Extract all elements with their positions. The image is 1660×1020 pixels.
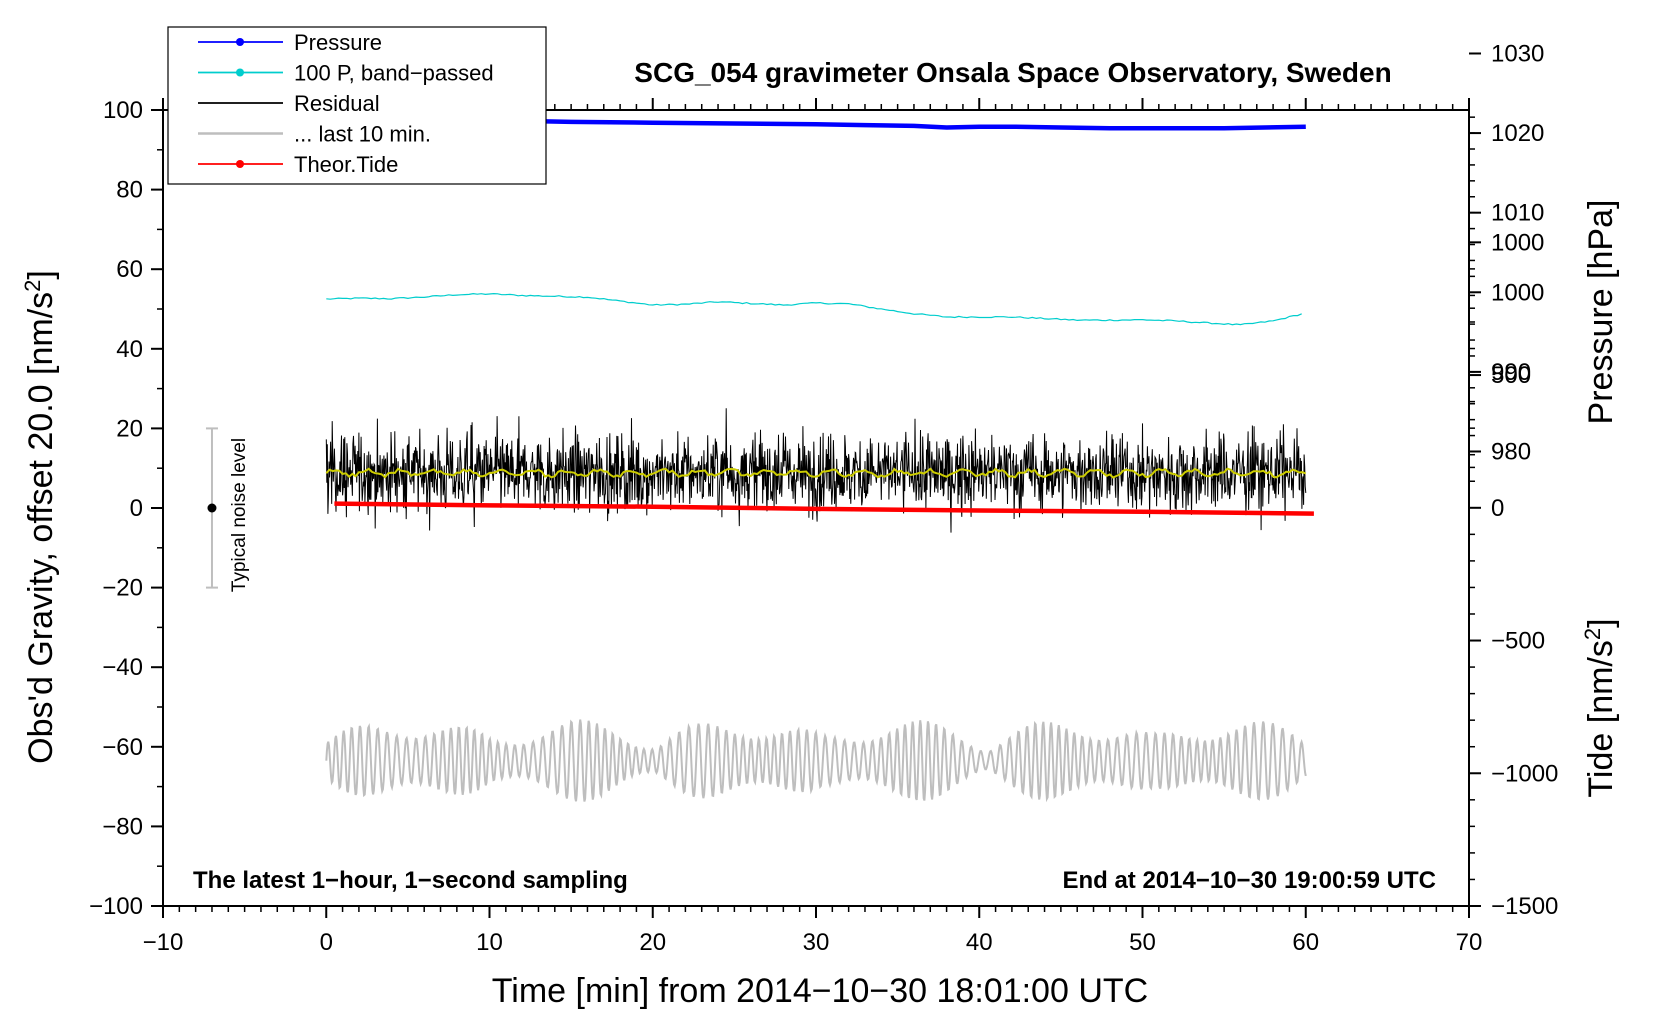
x-tick-label: 60 — [1292, 929, 1319, 956]
x-tick-label: −10 — [143, 929, 184, 956]
legend: Pressure 100 P, band−passed Residual ... la… — [167, 26, 547, 185]
tide-axis-title-sup: 2 — [1580, 628, 1605, 640]
legend-box — [167, 26, 547, 185]
sampling-annotation: The latest 1−hour, 1−second sampling — [193, 867, 628, 894]
noise-level-center-dot — [207, 503, 217, 513]
x-tick-label: 20 — [639, 929, 666, 956]
legend-label: Pressure — [294, 30, 382, 55]
tide-line — [334, 501, 1314, 516]
tide-tick-label: −1000 — [1491, 760, 1558, 787]
bandpassed-pressure-line — [326, 292, 1302, 326]
x-tick-label: 30 — [803, 929, 830, 956]
tide-tick-label: −1500 — [1491, 893, 1558, 920]
residual-smoothed-line — [325, 467, 1307, 479]
x-tick-label: 0 — [320, 929, 333, 956]
legend-label: Residual — [294, 91, 380, 116]
last-10-min-line — [325, 719, 1307, 803]
pressure-tick-label: 990 — [1491, 359, 1531, 386]
x-tick-label: 70 — [1456, 929, 1483, 956]
pressure-tick-label: 1000 — [1491, 279, 1544, 306]
y-tick-label: −100 — [89, 893, 143, 920]
x-tick-label: 10 — [476, 929, 503, 956]
residual-line — [325, 408, 1307, 533]
y-tick-label: 0 — [130, 495, 143, 522]
y-axis-title-sup: 2 — [20, 280, 45, 292]
y-tick-label: 100 — [103, 97, 143, 124]
series-group — [205, 117, 1314, 803]
y-axis-title: Obs'd Gravity, offset 20.0 [nm/s2] — [20, 270, 61, 764]
tide-axis-title-end: ] — [1582, 618, 1620, 627]
y-tick-label: 20 — [116, 415, 143, 442]
y-tick-label: −20 — [102, 575, 143, 602]
y-tick-label: −60 — [102, 734, 143, 761]
y-axis-title-end: ] — [22, 270, 60, 279]
y-tick-label: −80 — [102, 813, 143, 840]
tide-tick-label: 1000 — [1491, 229, 1544, 256]
pressure-axis-title: Pressure [hPa] — [1582, 200, 1620, 425]
noise-level-label: Typical noise level — [229, 438, 250, 592]
x-tick-label: 40 — [966, 929, 993, 956]
tide-axis-title: Tide [nm/s2] — [1580, 618, 1621, 797]
y-axis-title-main: Obs'd Gravity, offset 20.0 [nm/s — [22, 292, 60, 764]
end-time-annotation: End at 2014−10−30 19:00:59 UTC — [1062, 867, 1436, 894]
legend-label: 100 P, band−passed — [294, 61, 494, 86]
x-tick-label: 50 — [1129, 929, 1156, 956]
legend-marker — [236, 68, 244, 77]
tide-tick-label: 500 — [1491, 362, 1531, 389]
pressure-tick-label: 1030 — [1491, 40, 1544, 67]
axes-group: −10 0 10 20 30 40 50 60 70−100−80−60−40−20020406… — [89, 40, 1558, 956]
y-tick-label: 40 — [116, 336, 143, 363]
y-tick-label: 60 — [116, 256, 143, 283]
tide-axis-title-main: Tide [nm/s — [1582, 640, 1620, 797]
pressure-tick-label: 980 — [1491, 438, 1531, 465]
pressure-tick-label: 1020 — [1491, 120, 1544, 147]
tide-tick-label: −500 — [1491, 628, 1545, 655]
x-axis-title: Time [min] from 2014−10−30 18:01:00 UTC — [492, 972, 1148, 1010]
legend-marker — [236, 160, 244, 168]
legend-label: Theor.Tide — [294, 152, 398, 177]
tide-tick-label: 0 — [1491, 495, 1504, 522]
legend-label: ... last 10 min. — [294, 122, 431, 147]
y-tick-label: −40 — [102, 654, 143, 681]
annotation-group: SCG_054 gravimeter Onsala Space Observat… — [20, 57, 1621, 1010]
chart-title: SCG_054 gravimeter Onsala Space Observat… — [634, 57, 1391, 88]
legend-marker — [236, 38, 244, 46]
y-tick-label: 80 — [116, 177, 143, 204]
pressure-tick-label: 1010 — [1491, 200, 1544, 227]
